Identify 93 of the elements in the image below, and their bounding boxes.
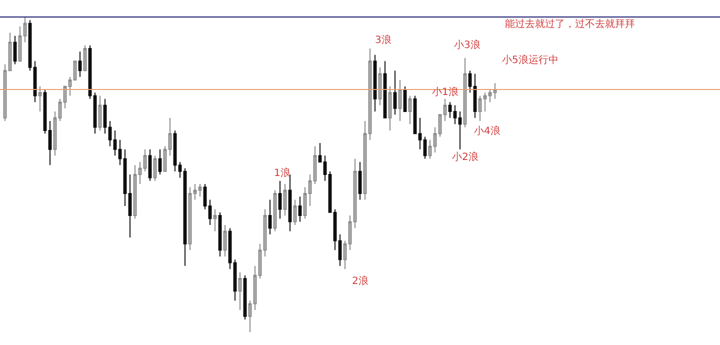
candlestick — [398, 80, 402, 122]
candlestick — [13, 35, 17, 65]
candlestick — [38, 86, 42, 112]
candlestick — [393, 70, 397, 116]
candlestick — [48, 120, 52, 166]
candlestick — [493, 82, 497, 100]
candlestick — [78, 51, 82, 78]
candlestick — [363, 120, 367, 200]
candlestick — [223, 224, 227, 257]
candlestick — [8, 32, 12, 72]
candlestick — [203, 184, 207, 210]
candlestick — [118, 139, 122, 166]
candlestick — [113, 130, 117, 156]
candlestick — [288, 174, 292, 232]
candlestick — [323, 155, 327, 182]
candlestick — [408, 95, 412, 125]
candlestick — [473, 73, 477, 118]
candlestick — [248, 300, 252, 333]
candlestick — [138, 161, 142, 184]
candlestick — [463, 57, 467, 128]
candlestick — [98, 95, 102, 131]
candlestick — [418, 117, 422, 150]
candlestick — [253, 265, 257, 311]
candlestick — [178, 161, 182, 178]
candlestick — [338, 234, 342, 266]
candlestick — [278, 180, 282, 220]
candlestick — [93, 92, 97, 134]
candlestick — [433, 126, 437, 153]
candlestick — [153, 155, 157, 182]
candlestick — [198, 184, 202, 198]
text: 小5浪运行中 — [502, 54, 558, 66]
candlestick — [343, 240, 347, 270]
candlestick — [458, 111, 462, 150]
candlestick — [233, 259, 237, 302]
candlestick — [218, 212, 222, 257]
candlestick — [158, 148, 162, 176]
candlestick — [423, 136, 427, 160]
candlestick — [308, 174, 312, 207]
candlestick — [373, 54, 377, 112]
candlestick — [148, 148, 152, 182]
candlestick — [448, 102, 452, 118]
candlestick — [358, 161, 362, 200]
candlestick — [208, 199, 212, 226]
annotation: 2浪 — [352, 275, 368, 287]
annotation: 3浪 — [375, 34, 392, 46]
candlestick — [168, 117, 172, 156]
candlestick — [378, 66, 382, 106]
candlestick — [68, 76, 72, 96]
candlestick — [183, 168, 187, 266]
candlestick — [443, 98, 447, 122]
candlestick — [478, 95, 482, 122]
candlestick — [108, 120, 112, 147]
candlestick — [283, 184, 287, 216]
candlestick — [303, 186, 307, 220]
candlestick — [193, 184, 197, 200]
candlestick — [213, 208, 217, 232]
candlestick — [353, 158, 357, 229]
candlestick — [318, 142, 322, 162]
candlestick — [133, 164, 137, 220]
annotation: 小4浪 — [474, 125, 500, 137]
candlestick — [313, 146, 317, 184]
candlestick — [58, 98, 62, 122]
annotation: 小3浪 — [454, 39, 480, 51]
candlestick — [143, 148, 147, 172]
candlestick — [23, 16, 27, 43]
candlestick — [258, 243, 262, 280]
candlestick — [483, 92, 487, 112]
candlestick — [468, 70, 472, 94]
candlestick — [123, 148, 127, 207]
candlestick — [383, 60, 387, 118]
annotation: 1浪 — [274, 167, 290, 179]
candlestick — [228, 228, 232, 270]
candlestick — [488, 88, 492, 103]
candlestick — [53, 111, 57, 156]
candlestick — [128, 174, 132, 238]
candlestick — [103, 98, 107, 134]
candlestick — [298, 196, 302, 222]
candlestick — [453, 104, 457, 125]
text: 能过去就过了，过不去就拜拜 — [505, 18, 635, 30]
annotation: 小2浪 — [452, 151, 478, 163]
candlestick — [293, 199, 297, 226]
candlestick — [18, 26, 22, 62]
candlestick — [428, 139, 432, 160]
candlestick — [173, 130, 177, 172]
candlestick — [188, 186, 192, 251]
candlestick — [333, 208, 337, 251]
annotation: 小1浪 — [432, 86, 458, 98]
candlestick — [238, 272, 242, 311]
candlestick — [268, 199, 272, 235]
candlestick — [263, 208, 267, 257]
candlestick — [388, 86, 392, 131]
candlestick — [348, 215, 352, 251]
candlestick — [33, 60, 37, 103]
